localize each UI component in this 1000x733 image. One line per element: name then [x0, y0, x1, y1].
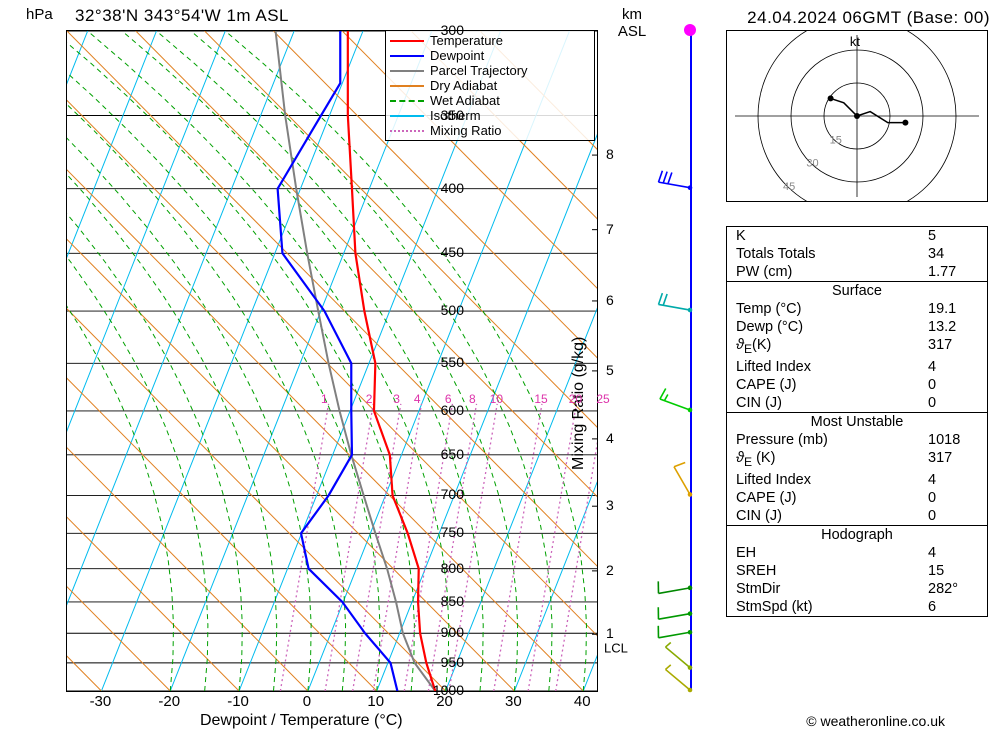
pressure-tick: 550: [441, 354, 464, 370]
table-row: Dewp (°C)13.2: [727, 318, 987, 336]
legend-item: Mixing Ratio: [390, 123, 590, 138]
pressure-tick: 800: [441, 560, 464, 576]
mixing-ratio-tick: 3: [393, 392, 400, 406]
mixing-ratio-tick: 4: [414, 392, 421, 406]
x-axis-label: Dewpoint / Temperature (°C): [200, 712, 403, 730]
title-location: 32°38'N 343°54'W 1m ASL: [75, 6, 289, 26]
pressure-tick: 650: [441, 446, 464, 462]
table-row: PW (cm)1.77: [727, 263, 987, 281]
indices-table: K5Totals Totals34PW (cm)1.77: [726, 226, 988, 282]
temperature-tick: -10: [227, 693, 249, 710]
temperature-tick: 40: [574, 693, 591, 710]
table-row: Pressure (mb)1018: [727, 431, 987, 449]
altitude-tick: 4: [606, 430, 614, 446]
temperature-tick: -30: [90, 693, 112, 710]
mixing-ratio-tick: 15: [534, 392, 547, 406]
mixing-ratio-tick: 6: [445, 392, 452, 406]
mixing-ratio-tick: 25: [596, 392, 609, 406]
most-unstable-table: Most UnstablePressure (mb)1018ϑE (K)317L…: [726, 413, 988, 526]
skewt-figure: 32°38'N 343°54'W 1m ASL 24.04.2024 06GMT…: [0, 0, 1000, 733]
lcl-label: LCL: [604, 641, 628, 656]
y-axis-pressure-unit: hPa: [26, 6, 53, 23]
pressure-tick: 950: [441, 654, 464, 670]
table-row: StmDir282°: [727, 580, 987, 598]
temperature-tick: 30: [505, 693, 522, 710]
pressure-tick: 450: [441, 244, 464, 260]
table-row: CAPE (J)0: [727, 376, 987, 394]
legend-item: Dry Adiabat: [390, 78, 590, 93]
table-row: Lifted Index4: [727, 471, 987, 489]
mixing-ratio-tick: 8: [469, 392, 476, 406]
pressure-tick: 300: [441, 22, 464, 38]
temperature-tick: 0: [303, 693, 311, 710]
temperature-tick: 20: [436, 693, 453, 710]
temperature-tick: 10: [367, 693, 384, 710]
table-row: Lifted Index4: [727, 358, 987, 376]
table-row: EH4: [727, 544, 987, 562]
table-row: StmSpd (kt)6: [727, 598, 987, 616]
pressure-tick: 500: [441, 302, 464, 318]
table-row: ϑE (K)317: [727, 449, 987, 471]
legend-item: Parcel Trajectory: [390, 63, 590, 78]
table-row: Temp (°C)19.1: [727, 300, 987, 318]
table-row: SREH15: [727, 562, 987, 580]
title-datetime: 24.04.2024 06GMT (Base: 00): [747, 8, 990, 28]
table-row: CIN (J)0: [727, 394, 987, 412]
hodograph-table: HodographEH4SREH15StmDir282°StmSpd (kt)6: [726, 526, 988, 617]
svg-text:45: 45: [783, 181, 795, 193]
altitude-tick: 1: [606, 625, 614, 641]
table-section-header: Hodograph: [727, 526, 987, 544]
table-row: CIN (J)0: [727, 507, 987, 525]
y-axis-altitude-unit: km ASL: [612, 6, 652, 40]
table-section-header: Surface: [727, 282, 987, 300]
pressure-tick: 750: [441, 524, 464, 540]
mixing-ratio-tick: 10: [490, 392, 503, 406]
legend-item: Wet Adiabat: [390, 93, 590, 108]
altitude-tick: 5: [606, 362, 614, 378]
mixing-ratio-tick: 20: [569, 392, 582, 406]
table-row: K5: [727, 227, 987, 245]
pressure-tick: 400: [441, 180, 464, 196]
legend-item: Isotherm: [390, 108, 590, 123]
pressure-tick: 700: [441, 486, 464, 502]
hodograph-svg: 15 30 45: [727, 31, 987, 201]
svg-text:15: 15: [830, 134, 842, 146]
hodograph-panel: 15 30 45: [726, 30, 988, 202]
pressure-tick: 850: [441, 593, 464, 609]
altitude-tick: 7: [606, 221, 614, 237]
table-section-header: Most Unstable: [727, 413, 987, 431]
altitude-tick: 3: [606, 497, 614, 513]
mixing-ratio-tick: 2: [366, 392, 373, 406]
table-row: CAPE (J)0: [727, 489, 987, 507]
pressure-tick: 900: [441, 624, 464, 640]
table-row: ϑE(K)317: [727, 336, 987, 358]
svg-text:30: 30: [806, 158, 818, 170]
copyright-label: © weatheronline.co.uk: [806, 713, 945, 729]
table-row: Totals Totals34: [727, 245, 987, 263]
mixing-ratio-tick: 1: [321, 392, 328, 406]
pressure-tick: 350: [441, 107, 464, 123]
altitude-tick: 6: [606, 292, 614, 308]
hodograph-unit-label: kt: [850, 34, 860, 49]
temperature-tick: -20: [158, 693, 180, 710]
legend-box: TemperatureDewpointParcel TrajectoryDry …: [385, 30, 595, 141]
wind-barbs-svg: [650, 30, 730, 730]
legend-item: Dewpoint: [390, 48, 590, 63]
legend-item: Temperature: [390, 33, 590, 48]
altitude-tick: 2: [606, 562, 614, 578]
surface-table: SurfaceTemp (°C)19.1Dewp (°C)13.2ϑE(K)31…: [726, 282, 988, 413]
altitude-tick: 8: [606, 146, 614, 162]
